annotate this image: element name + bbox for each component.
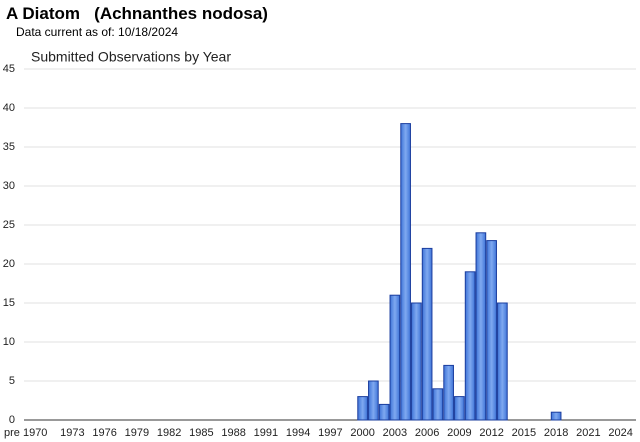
x-tick-label: 1976 <box>92 427 116 439</box>
x-tick-label: 2018 <box>544 427 568 439</box>
x-tick-label: 2015 <box>512 427 536 439</box>
y-tick-label: 20 <box>3 258 15 270</box>
x-tick-label: 2021 <box>576 427 600 439</box>
bar <box>400 123 411 421</box>
x-tick-label: 2000 <box>350 427 374 439</box>
bar <box>464 271 476 421</box>
bar <box>443 364 454 421</box>
bar <box>389 294 401 421</box>
x-tick-label: 2003 <box>383 427 407 439</box>
bar <box>357 396 368 421</box>
x-tick-label: 1985 <box>189 427 213 439</box>
bar <box>421 247 433 421</box>
x-tick-label: 2012 <box>479 427 503 439</box>
x-tick-label: 2009 <box>447 427 471 439</box>
y-tick-label: 0 <box>9 414 15 426</box>
x-tick-label: 1994 <box>286 427 310 439</box>
x-tick-label: 1973 <box>60 427 84 439</box>
data-date: Data current as of: 10/18/2024 <box>16 25 179 39</box>
y-tick-label: 10 <box>3 336 15 348</box>
bar <box>432 388 444 421</box>
y-tick-label: 35 <box>3 141 15 153</box>
x-tick-label: 2006 <box>415 427 439 439</box>
y-tick-label: 25 <box>3 219 15 231</box>
bar <box>454 396 465 421</box>
chart-title: Submitted Observations by Year <box>31 49 231 65</box>
x-tick-label: 2024 <box>608 427 632 439</box>
bar <box>550 411 562 421</box>
x-tick-label: 1979 <box>125 427 149 439</box>
x-tick-label: 1988 <box>221 427 245 439</box>
bar <box>486 240 497 421</box>
x-tick-label: 1997 <box>318 427 342 439</box>
y-tick-label: 15 <box>3 297 15 309</box>
x-tick-label: 1991 <box>254 427 278 439</box>
page-title: A Diatom (Achnanthes nodosa) <box>6 4 268 23</box>
y-tick-label: 5 <box>9 375 15 387</box>
bar <box>411 302 422 421</box>
bar <box>497 302 508 421</box>
x-tick-label: pre 1970 <box>4 427 47 439</box>
y-tick-label: 45 <box>3 63 15 75</box>
bar <box>378 403 390 421</box>
y-tick-label: 30 <box>3 180 15 192</box>
y-tick-label: 40 <box>3 102 15 114</box>
bar <box>475 232 487 421</box>
x-tick-label: 1982 <box>157 427 181 439</box>
bar <box>368 380 379 421</box>
